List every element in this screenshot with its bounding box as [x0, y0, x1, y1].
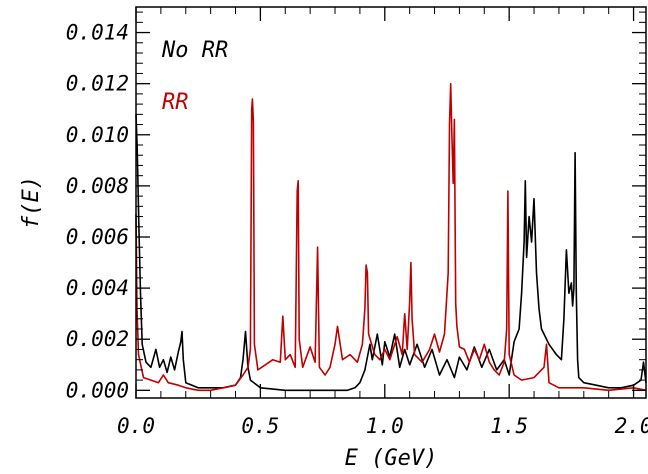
- plot-frame: [135, 6, 647, 399]
- series-layer: [135, 82, 647, 392]
- y-tick-label: 0.006: [66, 225, 129, 249]
- y-tick-label: 0.004: [66, 276, 129, 300]
- legend-label-rr: RR: [162, 90, 189, 115]
- y-tick-label: 0.012: [66, 72, 129, 96]
- series-line-no-rr: [135, 114, 647, 392]
- y-tick-label: 0.010: [66, 123, 129, 147]
- legend-label-no-rr: No RR: [161, 38, 228, 63]
- x-axis-title: E (GeV): [345, 446, 438, 471]
- x-tick-label: 0.0: [117, 414, 155, 438]
- x-tick-label: 1.5: [490, 414, 528, 438]
- x-tick-label: 0.5: [241, 414, 279, 438]
- series-line-rr: [135, 82, 647, 392]
- y-tick-label: 0.014: [66, 21, 129, 45]
- y-tick-label: 0.002: [66, 327, 129, 351]
- y-axis-title: f(E): [19, 176, 44, 229]
- axes-layer: 0.000 0.002 0.004 0.006 0.008 0.010 0.012 0.014…: [66, 7, 648, 438]
- x-tick-label: 1.0: [366, 414, 404, 438]
- y-tick-label: 0.008: [66, 174, 129, 198]
- y-tick-label: 0.000: [66, 378, 129, 402]
- x-tick-label: 2.0: [615, 414, 648, 438]
